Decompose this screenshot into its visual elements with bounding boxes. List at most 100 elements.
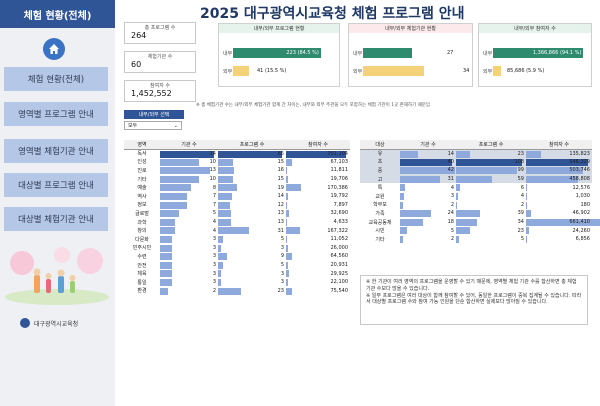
table-row[interactable]: 기타 10 15 19,706 (124, 175, 350, 184)
cell-value: 유 (377, 151, 383, 158)
table-row[interactable]: 가족 24 39 46,902 (360, 209, 592, 218)
cell-value: 시민 (375, 228, 385, 235)
table-row[interactable]: 중 42 99 503,746 (360, 166, 592, 175)
value-bar (160, 218, 176, 226)
cell-participants: 29,925 (286, 269, 350, 278)
cell-name: 안전 (124, 261, 160, 270)
notes-box: ※ 한 기관이 여러 영역의 프로그램을 운영할 수 있기 때문에, 영역별 체… (360, 275, 588, 325)
cell-orgs: 2 (400, 235, 456, 244)
cell-value: 13 (277, 210, 284, 217)
kpi-value: 1,452,552 (131, 89, 172, 98)
table-row[interactable]: 교원 3 4 1,030 (360, 192, 592, 201)
table-row[interactable]: 체육 3 3 29,925 (124, 269, 350, 278)
value-bar (526, 167, 584, 175)
table-row[interactable]: 역사 7 14 19,792 (124, 192, 350, 201)
table-row[interactable]: 안전 3 5 20,931 (124, 261, 350, 270)
cell-programs: 3 (218, 269, 286, 278)
kpi-total-programs: 총 프로그램 수 264 (124, 22, 196, 44)
cell-value: 3 (212, 236, 216, 243)
cell-orgs: 3 (160, 252, 218, 261)
cell-name: 기타 (124, 175, 160, 184)
sidebar-item-area-orgs[interactable]: 영역별 체험기관 안내 (4, 139, 108, 163)
cell-value: 6 (520, 184, 524, 191)
cell-orgs: 4 (400, 183, 456, 192)
value-bar (286, 201, 287, 209)
cell-programs: 23 (218, 287, 286, 296)
cell-name: 진로 (124, 166, 160, 175)
table-row[interactable]: 다문화 3 5 11,052 (124, 235, 350, 244)
cell-value: 65 (277, 150, 284, 157)
sidebar-item-overview[interactable]: 체험 현황(전체) (4, 67, 108, 91)
table-row[interactable]: 학부모 2 2 180 (360, 201, 592, 210)
sidebar-item-area-programs[interactable]: 영역별 프로그램 안내 (4, 102, 108, 126)
cell-programs: 3 (218, 244, 286, 253)
table-row[interactable]: 특 4 6 12,576 (360, 183, 592, 192)
cell-value: 중 (377, 167, 383, 174)
value-bar (286, 167, 287, 175)
cell-participants: 135,823 (526, 149, 592, 158)
logo-text: 대구광역시교육청 (34, 320, 79, 328)
cell-value: 18 (447, 219, 454, 226)
cell-value: 예술 (137, 185, 147, 192)
sidebar-item-target-programs[interactable]: 대상별 프로그램 안내 (4, 173, 108, 197)
value-bar (218, 201, 230, 209)
table-row[interactable]: 수련 3 9 64,560 (124, 252, 350, 261)
cell-value: 701,104 (327, 150, 348, 157)
table-areas: 영역 기관 수 프로그램 수 참여자 수 독서 14 65 701,104 인성 10 15… (124, 140, 350, 295)
cell-programs: 6 (456, 183, 526, 192)
panel-row: 외부 41 (15.5 %) (219, 66, 339, 76)
kpi-label: 총 프로그램 수 (144, 25, 176, 31)
value-bar (218, 210, 231, 218)
table-row[interactable]: 진로 13 16 11,811 (124, 166, 350, 175)
header-target: 대상 (360, 140, 400, 150)
cell-orgs: 40 (400, 157, 456, 167)
cell-value: 안전 (137, 262, 147, 269)
cell-value: 458,808 (569, 176, 590, 183)
cell-participants: 19,792 (286, 192, 350, 201)
value-bar (286, 244, 289, 252)
table-row[interactable]: 민주시민 3 3 26,000 (124, 244, 350, 253)
table-row[interactable]: 창의 4 31 167,322 (124, 226, 350, 235)
cell-participants: 32,690 (286, 209, 350, 218)
table-row[interactable]: 기타 2 5 6,856 (360, 235, 592, 244)
home-icon[interactable] (43, 38, 65, 60)
filter-value: 모두 (128, 123, 138, 129)
cell-name: 과학 (124, 218, 160, 227)
table-row[interactable]: 환경 2 23 75,540 (124, 287, 350, 296)
table-row[interactable]: 고 31 59 458,808 (360, 174, 592, 184)
value-bar (218, 218, 231, 226)
cell-participants: 4,633 (286, 218, 350, 227)
panel-participants-inout: 내부/외부 참여자 수 내부 1,366,866 (94.1 %) 외부 85,… (478, 23, 592, 87)
table-row[interactable]: 독서 14 65 701,104 (124, 149, 350, 158)
cell-value: 180 (580, 201, 590, 208)
cell-value: 7 (212, 201, 216, 208)
table-row[interactable]: 초 40 108 546,329 (360, 157, 592, 167)
table-row[interactable]: 글로벌 5 13 32,690 (124, 209, 350, 218)
cell-value: 15 (277, 158, 284, 165)
row-label: 내부 (223, 51, 233, 57)
value-bar (286, 235, 287, 243)
value-bar (456, 167, 517, 175)
value-bar (218, 227, 249, 235)
cell-value: 4 (450, 184, 454, 191)
cell-programs: 5 (218, 235, 286, 244)
table-row[interactable]: 유 14 23 135,823 (360, 149, 592, 158)
note-line: ※ 한 기관이 여러 영역의 프로그램을 운영할 수 있기 때문에, 영역별 체… (366, 279, 577, 292)
cell-value: 3 (212, 279, 216, 286)
cell-participants: 24,260 (526, 226, 592, 235)
cell-participants: 6,856 (526, 235, 592, 244)
table-row[interactable]: 인성 10 15 67,103 (124, 158, 350, 167)
table-row[interactable]: 통일 3 3 22,100 (124, 278, 350, 287)
filter-select[interactable]: 모두 ⌄ (124, 121, 182, 130)
value-bar (526, 235, 527, 243)
table-row[interactable]: 시민 5 23 24,260 (360, 226, 592, 235)
cell-value: 22,100 (330, 279, 349, 286)
cell-programs: 14 (218, 192, 286, 201)
cell-value: 99 (517, 167, 524, 174)
value-bar (286, 210, 289, 218)
table-row[interactable]: 예술 8 19 170,386 (124, 183, 350, 192)
sidebar-item-target-orgs[interactable]: 대상별 체험기관 안내 (4, 207, 108, 231)
table-row[interactable]: 정보 7 12 7,897 (124, 201, 350, 210)
table-row[interactable]: 과학 4 13 4,633 (124, 218, 350, 227)
table-row[interactable]: 교육공동체 18 34 661,410 (360, 218, 600, 227)
